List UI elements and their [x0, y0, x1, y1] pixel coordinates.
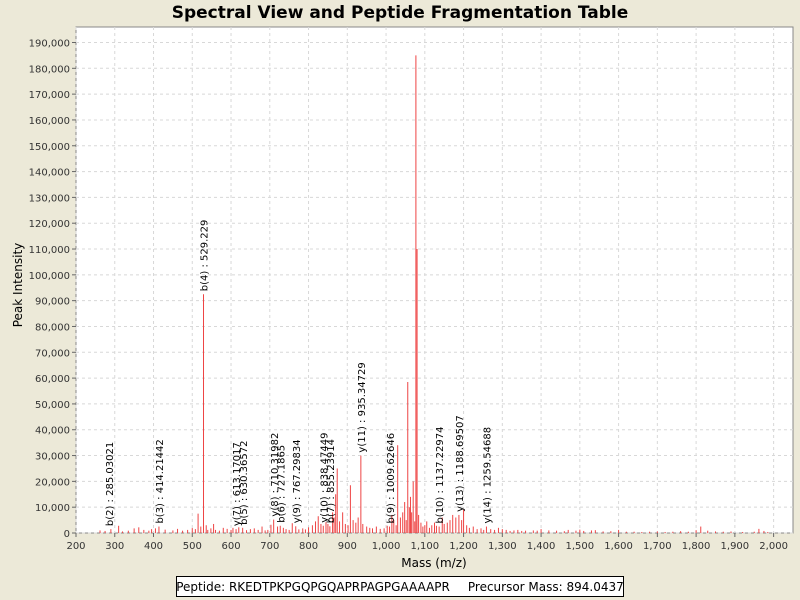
x-tick-label: 1,600 — [604, 541, 633, 552]
peak-annotation-label: b(10) : 1137.22974 — [435, 426, 446, 523]
peak-annotations: b(2) : 285.03021 b(3) : 414.21442 b(4) : 5… — [105, 220, 494, 527]
y-tick-label: 160,000 — [29, 116, 70, 127]
peak-annotation-label: b(5) : 630.36572 — [239, 441, 250, 525]
x-tick-label: 1,100 — [410, 541, 439, 552]
x-tick-label: 700 — [260, 541, 279, 552]
peak-annotation-label: b(3) : 414.21442 — [155, 439, 166, 523]
peak-annotation-label: y(13) : 1188.69507 — [455, 415, 466, 512]
peak-annotation-label: b(9) : 1009.62646 — [386, 433, 397, 524]
axes: 200 300 400 500 600 700 800 900 1,000 1,100 1,200 1… — [29, 38, 788, 552]
peak-annotation-label: y(11) : 935.34729 — [357, 362, 368, 452]
x-tick-label: 1,000 — [372, 541, 401, 552]
precursor-mass: Precursor Mass: 894.0437 — [467, 579, 624, 594]
x-tick-label: 500 — [183, 541, 202, 552]
peak-series — [99, 55, 769, 533]
y-tick-label: 110,000 — [29, 245, 70, 256]
y-tick-label: 80,000 — [35, 322, 70, 333]
chart-title: Spectral View and Peptide Fragmentation … — [171, 3, 629, 23]
x-tick-label: 1,700 — [643, 541, 672, 552]
y-tick-label: 90,000 — [35, 297, 70, 308]
peak-annotation-label: y(7) : 613.17017 — [232, 442, 243, 526]
peak-annotation-label: b(7) : 855.23914 — [326, 439, 337, 523]
grid-lines — [75, 27, 793, 534]
x-tick-label: 1,500 — [566, 541, 595, 552]
x-tick-label: 800 — [299, 541, 318, 552]
peak-annotation-label: y(10) : 838.47449 — [319, 433, 330, 523]
y-tick-label: 120,000 — [29, 219, 70, 230]
y-tick-label: 140,000 — [29, 168, 70, 179]
x-tick-label: 600 — [221, 541, 240, 552]
y-tick-label: 30,000 — [35, 452, 70, 463]
x-tick-label: 1,900 — [721, 541, 750, 552]
y-tick-label: 180,000 — [29, 64, 70, 75]
y-tick-label: 100,000 — [29, 271, 70, 282]
peak-annotation-label: y(14) : 1259.54688 — [483, 427, 494, 524]
spectrum-plot[interactable]: b(2) : 285.03021 b(3) : 414.21442 b(4) : 5… — [0, 0, 800, 575]
x-tick-label: 1,200 — [449, 541, 478, 552]
peak-annotation-label: b(2) : 285.03021 — [105, 442, 116, 526]
x-tick-label: 200 — [66, 541, 85, 552]
y-tick-label: 130,000 — [29, 193, 70, 204]
x-tick-label: 1,400 — [527, 541, 556, 552]
peptide-info-box: Peptide: RKEDTPKPGQPGQAPRPAGPGAAAAPR Pre… — [176, 576, 624, 597]
plot-area — [75, 26, 794, 534]
peak-annotation-label: y(9) : 767.29834 — [292, 439, 303, 523]
y-tick-label: 60,000 — [35, 374, 70, 385]
peptide-sequence: Peptide: RKEDTPKPGQPGQAPRPAGPGAAAAPR — [176, 579, 450, 594]
x-axis-label: Mass (m/z) — [401, 556, 466, 570]
x-tick-label: 2,000 — [759, 541, 788, 552]
x-tick-label: 1,800 — [682, 541, 711, 552]
y-tick-label: 0 — [64, 529, 70, 540]
y-tick-label: 150,000 — [29, 142, 70, 153]
x-tick-label: 300 — [105, 541, 124, 552]
peak-annotation-label: b(4) : 529.229 — [200, 220, 211, 292]
x-tick-label: 900 — [338, 541, 357, 552]
y-tick-label: 20,000 — [35, 477, 70, 488]
y-tick-label: 40,000 — [35, 426, 70, 437]
y-axis-label: Peak Intensity — [11, 243, 25, 328]
y-tick-label: 190,000 — [29, 38, 70, 49]
peak-annotation-label: y(8) : 710.31982 — [270, 433, 281, 517]
y-tick-label: 70,000 — [35, 348, 70, 359]
x-tick-label: 1,300 — [488, 541, 517, 552]
y-tick-label: 10,000 — [35, 503, 70, 514]
peak-annotation-label: b(6) : 727.1865 — [276, 445, 287, 523]
y-tick-label: 170,000 — [29, 90, 70, 101]
x-tick-label: 400 — [144, 541, 163, 552]
y-tick-label: 50,000 — [35, 400, 70, 411]
